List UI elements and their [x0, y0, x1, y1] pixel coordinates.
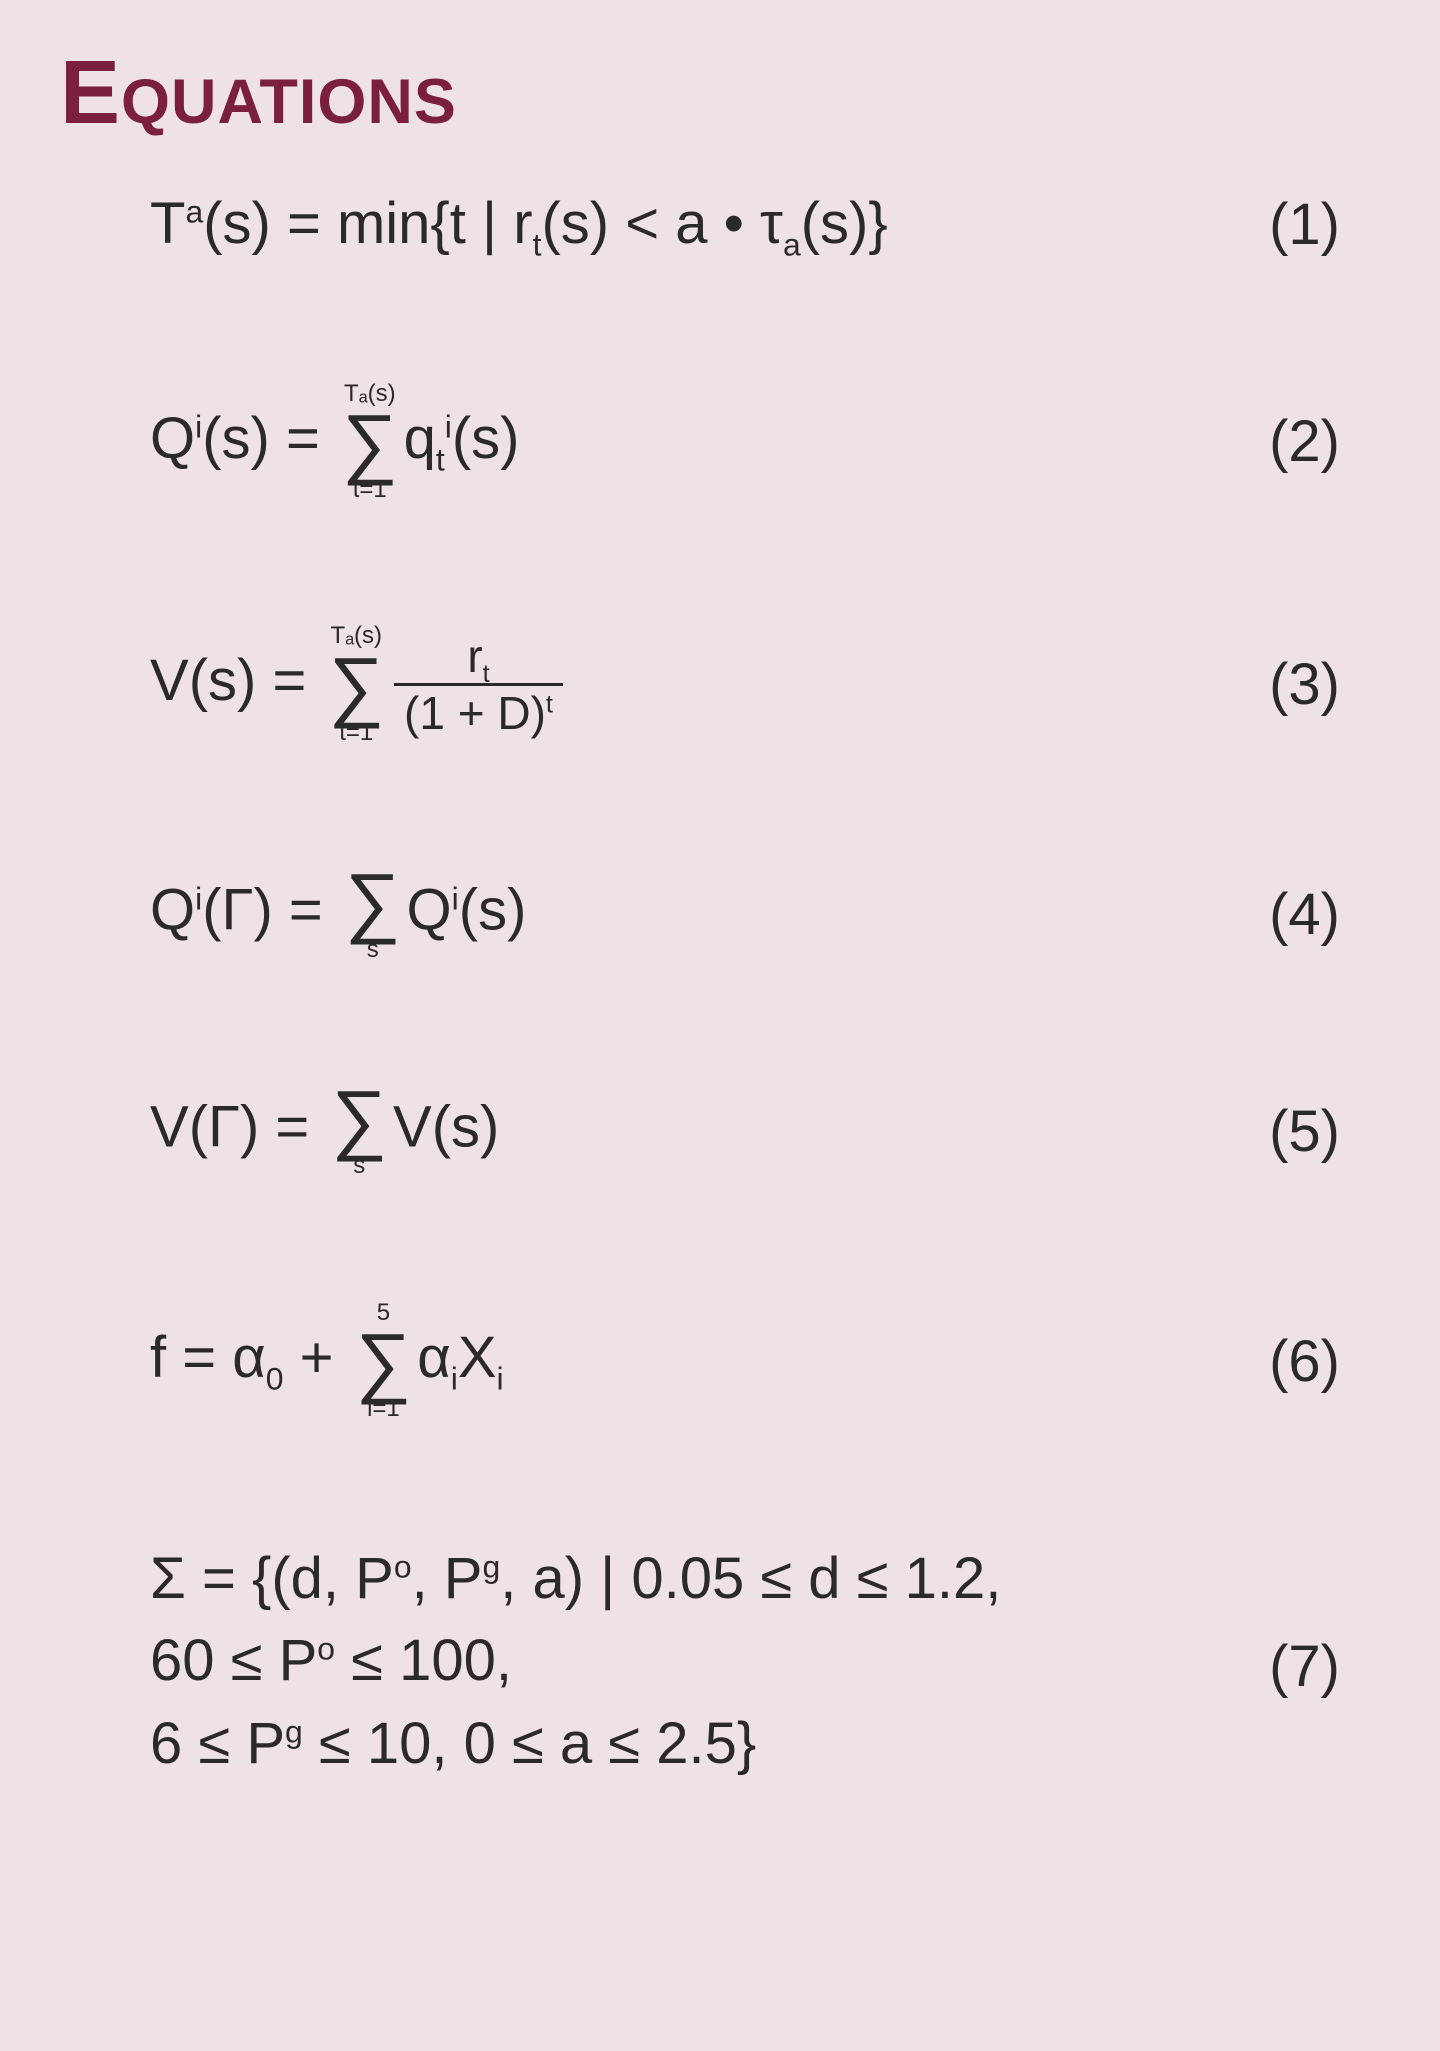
- equation-5-body: V(Γ) = ∑ s V(s): [150, 1083, 499, 1180]
- sigma-icon: 5 ∑ i=1: [356, 1300, 412, 1423]
- equation-3-number: (3): [1269, 651, 1340, 718]
- equation-4-number: (4): [1269, 881, 1340, 948]
- sigma-icon: ∑ s: [331, 1083, 387, 1180]
- equation-7: Σ = {(d, Po, Pg, a) | 0.05 ≤ d ≤ 1.2, 60…: [150, 1543, 1340, 1791]
- equations-page: Equations Ta(s) = min{t | rt(s) < a • τa…: [0, 0, 1440, 2051]
- equation-2-body: Qi(s) = Tₐ(s) ∑ t=1 qti(s): [150, 381, 519, 504]
- equation-4: Qi(Γ) = ∑ s Qi(s) (4): [150, 866, 1340, 963]
- equation-7-number: (7): [1269, 1633, 1340, 1700]
- equation-6-body: f = α0 + 5 ∑ i=1 αiXi: [150, 1300, 504, 1423]
- equation-1: Ta(s) = min{t | rt(s) < a • τa(s)} (1): [150, 188, 1340, 261]
- equation-2-number: (2): [1269, 408, 1340, 475]
- equation-5-number: (5): [1269, 1098, 1340, 1165]
- equation-1-number: (1): [1269, 191, 1340, 258]
- equation-2: Qi(s) = Tₐ(s) ∑ t=1 qti(s) (2): [150, 381, 1340, 504]
- equation-6: f = α0 + 5 ∑ i=1 αiXi (6): [150, 1300, 1340, 1423]
- equation-5: V(Γ) = ∑ s V(s) (5): [150, 1083, 1340, 1180]
- equations-list: Ta(s) = min{t | rt(s) < a • τa(s)} (1) Q…: [60, 188, 1380, 1790]
- equation-4-body: Qi(Γ) = ∑ s Qi(s): [150, 866, 526, 963]
- equation-3: V(s) = Tₐ(s) ∑ t=1 rt (1 + D)t (3): [150, 623, 1340, 746]
- equation-3-body: V(s) = Tₐ(s) ∑ t=1 rt (1 + D)t: [150, 623, 567, 746]
- equation-1-body: Ta(s) = min{t | rt(s) < a • τa(s)}: [150, 188, 888, 261]
- sigma-icon: Tₐ(s) ∑ t=1: [342, 381, 398, 504]
- fraction: rt (1 + D)t: [394, 629, 563, 741]
- sigma-icon: Tₐ(s) ∑ t=1: [328, 623, 384, 746]
- sigma-icon: ∑ s: [345, 866, 401, 963]
- page-title: Equations: [60, 48, 1380, 138]
- equation-7-body: Σ = {(d, Po, Pg, a) | 0.05 ≤ d ≤ 1.2, 60…: [150, 1543, 1001, 1791]
- equation-6-number: (6): [1269, 1328, 1340, 1395]
